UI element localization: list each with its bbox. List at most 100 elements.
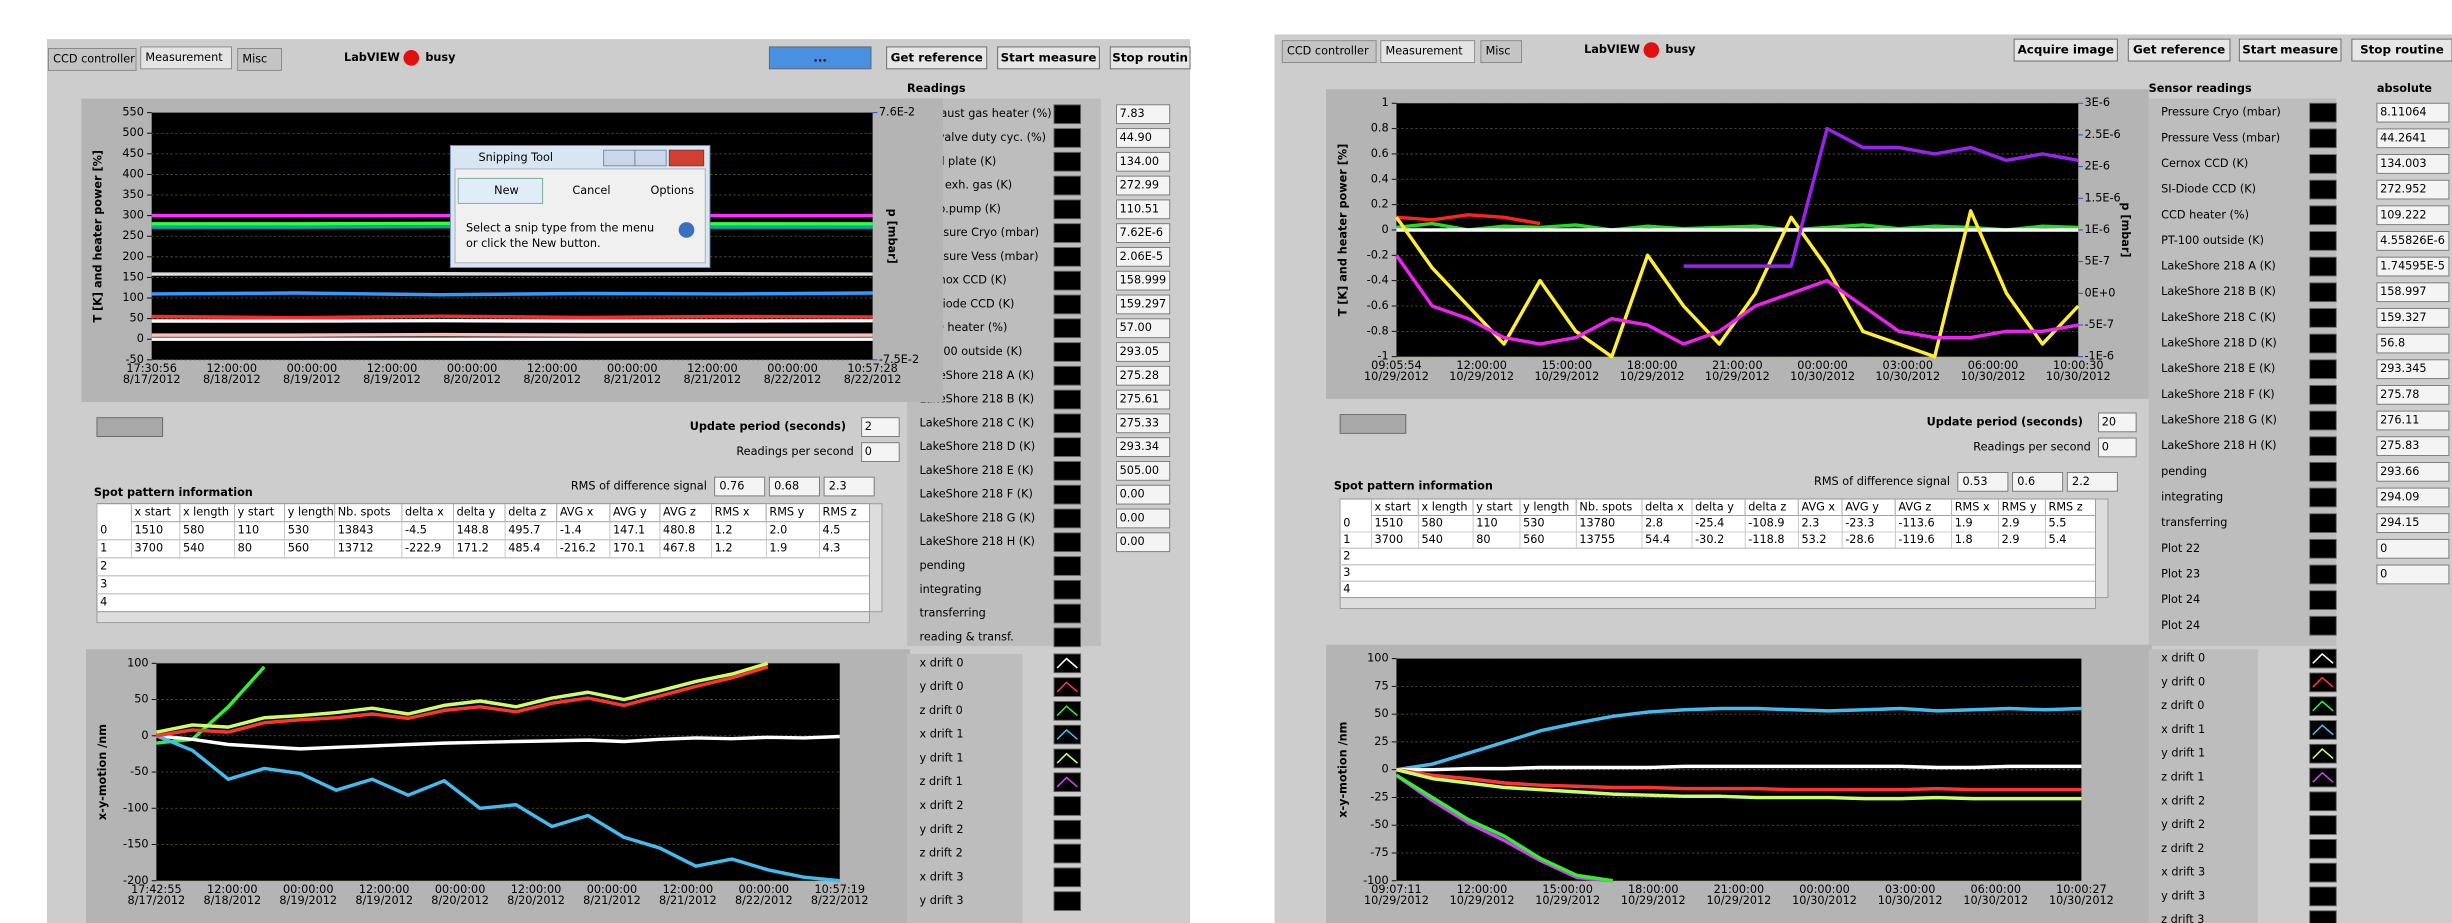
button-label[interactable]: Stop routin xyxy=(1112,50,1188,64)
tab[interactable] xyxy=(1480,40,1523,64)
button[interactable] xyxy=(2013,38,2118,62)
x-tick-label: 10/30/2012 xyxy=(1961,370,2026,383)
x-tick-label: 10/30/2012 xyxy=(1878,894,1943,907)
legend-label: z drift 3 xyxy=(2161,913,2204,923)
reading-name: Cernox CCD (K) xyxy=(2161,157,2248,170)
legend-swatch xyxy=(2309,538,2337,559)
button[interactable] xyxy=(886,46,988,70)
button[interactable] xyxy=(2127,38,2231,62)
x-tick-label: 12:00:00 xyxy=(1457,883,1508,896)
swatch-line xyxy=(2312,676,2334,688)
tab[interactable] xyxy=(1281,40,1377,64)
rms-box xyxy=(714,476,766,497)
swatch-line xyxy=(1056,728,1078,740)
button-label[interactable]: Stop routine xyxy=(2360,43,2444,57)
plot-toolbar[interactable] xyxy=(96,417,164,437)
x-tick-label: 03:00:00 xyxy=(1885,883,1936,896)
reading-name: CCD heater (%) xyxy=(2161,208,2249,221)
value-box xyxy=(1116,104,1171,125)
x-tick-label: 10:00:27 xyxy=(2056,883,2107,896)
table-cell: 147.1 xyxy=(613,524,645,537)
rms-box xyxy=(768,476,820,497)
legend-swatch xyxy=(1053,294,1082,315)
value-box xyxy=(2376,385,2450,405)
x-tick-label: 8/22/2012 xyxy=(811,894,869,907)
x-tick-label: 8/18/2012 xyxy=(203,373,261,386)
x-tick-label: 18:00:00 xyxy=(1628,883,1679,896)
snip-new[interactable]: New xyxy=(494,184,519,197)
y-tick-label: -200 xyxy=(123,874,149,887)
legend-swatch xyxy=(1053,867,1082,888)
y-tick-label: 200 xyxy=(122,250,143,263)
y2-tick-label: 2.5E-6 xyxy=(2085,128,2121,141)
input-box[interactable] xyxy=(861,417,900,437)
tab-label[interactable]: CCD controller xyxy=(53,52,135,65)
table-cell: 5.4 xyxy=(2049,533,2067,546)
snip-min[interactable] xyxy=(603,149,636,167)
reading-value: 294.09 xyxy=(2380,490,2419,503)
data-line xyxy=(1395,773,1613,883)
reading-value: 7.83 xyxy=(1120,107,1145,120)
legend-swatch xyxy=(1053,342,1082,362)
snip-hint: or click the New button. xyxy=(466,237,601,250)
y2-tick-label: -5E-7 xyxy=(2085,318,2115,331)
value-box xyxy=(2376,513,2450,533)
button[interactable] xyxy=(2351,38,2452,62)
y-axis-label: x-y-motion /nm xyxy=(1336,722,1349,818)
legend-label: x drift 2 xyxy=(2161,794,2205,807)
x-tick-label: 00:00:00 xyxy=(435,883,486,896)
swatch-line xyxy=(2312,771,2334,783)
snip-max[interactable] xyxy=(634,149,667,167)
button[interactable] xyxy=(2238,38,2342,62)
plot-area xyxy=(156,663,840,881)
legend-swatch xyxy=(2309,815,2337,835)
tab[interactable] xyxy=(48,48,137,71)
y2-tick-label: 3E-6 xyxy=(2085,96,2110,109)
reading-value: 44.2641 xyxy=(2380,131,2427,144)
y-tick-label: -50 xyxy=(130,765,148,778)
rms-box xyxy=(2012,471,2064,492)
button-label[interactable]: ... xyxy=(813,50,827,64)
tab-label[interactable]: Misc xyxy=(242,52,267,65)
snip-close[interactable] xyxy=(668,149,705,167)
tab-label[interactable]: Measurement xyxy=(145,51,223,64)
y-axis-label: x-y-motion /nm xyxy=(96,724,109,820)
x-tick-label: 8/17/2012 xyxy=(123,373,181,386)
button-label[interactable]: Get reference xyxy=(2133,43,2225,57)
button-label[interactable]: Start measure xyxy=(1001,50,1097,64)
button-label[interactable]: Acquire image xyxy=(2018,43,2114,57)
snip-cancel[interactable]: Cancel xyxy=(572,184,610,197)
overlay-text: ΔT xyxy=(1748,178,1763,191)
legend-swatch xyxy=(1053,796,1082,816)
button-label[interactable]: Get reference xyxy=(891,50,983,64)
tab-label[interactable]: Measurement xyxy=(1386,45,1464,58)
legend-swatch xyxy=(2309,102,2337,123)
tab[interactable] xyxy=(237,48,282,71)
button[interactable] xyxy=(997,46,1100,70)
button[interactable] xyxy=(1109,46,1191,70)
tab[interactable] xyxy=(1380,40,1476,64)
reading-name: Exhaust gas heater (%) xyxy=(920,107,1052,120)
table-cell: 1.9 xyxy=(769,542,787,555)
tab[interactable] xyxy=(140,46,232,70)
snip-options[interactable]: Options xyxy=(651,184,695,197)
legend-label: y drift 1 xyxy=(2161,747,2205,760)
value-box xyxy=(1116,318,1171,339)
plot-toolbar[interactable] xyxy=(1339,414,1407,434)
button[interactable] xyxy=(768,46,872,70)
table-header: AVG x xyxy=(1801,500,1835,513)
reading-value: 0.00 xyxy=(1120,535,1145,548)
rms-label: RMS of difference signal xyxy=(1814,475,1950,488)
tab-label[interactable]: CCD controller xyxy=(1287,45,1369,58)
snip-new-btn[interactable] xyxy=(457,177,544,204)
x-tick-label: 00:00:00 xyxy=(1797,359,1848,372)
input-box[interactable] xyxy=(2098,412,2137,433)
legend-swatch xyxy=(2309,128,2337,149)
data-line xyxy=(1395,254,2079,346)
readings-title: Readings xyxy=(907,82,966,95)
button-label[interactable]: Start measure xyxy=(2242,43,2338,57)
x-tick-label: 8/21/2012 xyxy=(603,373,661,386)
tab-label[interactable]: Misc xyxy=(1486,45,1511,58)
rps-label: Readings per second xyxy=(1973,440,2090,453)
row-index: 0 xyxy=(100,524,107,537)
